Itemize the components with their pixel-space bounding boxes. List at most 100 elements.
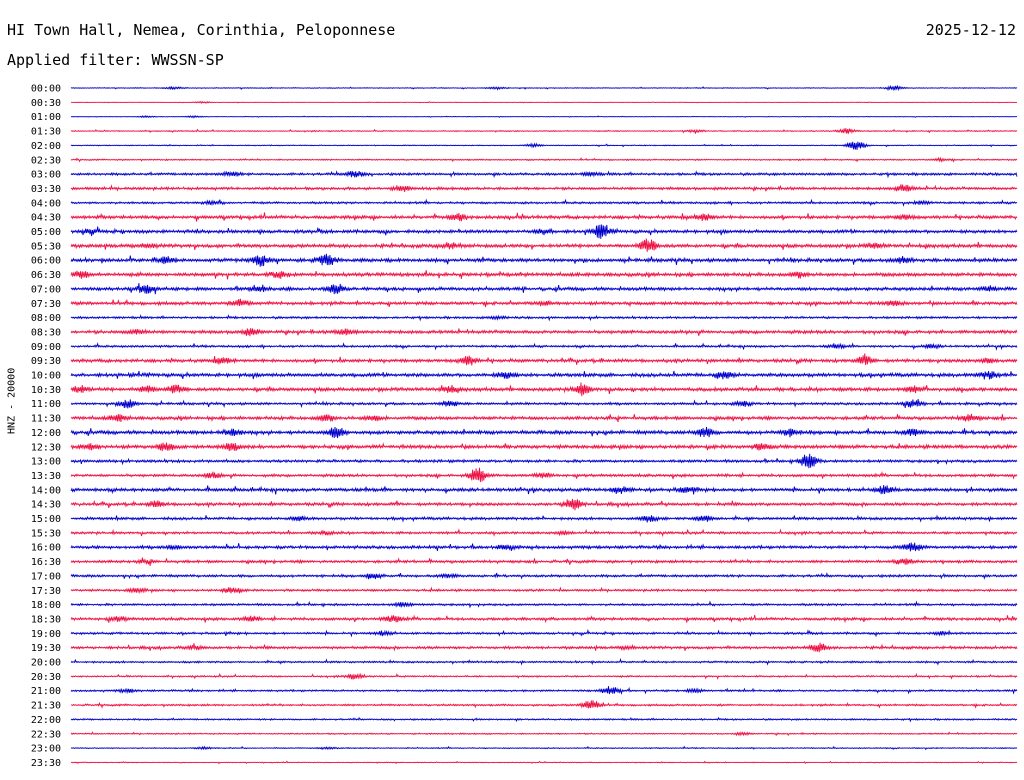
seismogram-trace [70,672,1018,680]
time-tick-label: 19:30 [31,643,61,654]
seismogram-trace [70,657,1018,666]
seismogram-trace [70,614,1018,624]
time-tick-label: 03:30 [31,184,61,195]
seismogram-trace [70,353,1018,366]
seismogram-trace [70,642,1018,653]
seismogram-trace [70,253,1018,267]
seismogram-trace [70,184,1018,192]
time-tick-label: 16:30 [31,557,61,568]
time-tick-label: 08:00 [31,313,61,324]
seismogram-trace [70,453,1018,469]
time-tick-label: 15:30 [31,528,61,539]
seismogram-trace [70,270,1018,280]
time-tick-label: 18:30 [31,614,61,625]
time-tick-label: 22:00 [31,715,61,726]
time-tick-label: 13:30 [31,471,61,482]
seismogram-trace [70,426,1018,439]
seismogram-trace [70,716,1018,723]
time-tick-label: 13:00 [31,457,61,468]
seismogram-trace [70,100,1018,105]
seismogram-trace [70,141,1018,150]
seismogram-trace [70,745,1018,751]
time-tick-label: 11:00 [31,399,61,410]
seismogram-trace [70,628,1018,638]
seismogram-trace [70,114,1018,119]
seismogram-trace [70,128,1018,135]
station-title: HI Town Hall, Nemea, Corinthia, Peloponn… [7,21,396,39]
time-tick-label: 06:30 [31,270,61,281]
seismogram-trace [70,283,1018,295]
time-tick-label: 12:30 [31,442,61,453]
time-tick-label: 05:30 [31,241,61,252]
seismogram-trace [70,485,1018,495]
time-tick-label: 23:00 [31,744,61,755]
time-tick-label: 15:00 [31,514,61,525]
time-tick-label: 00:00 [31,84,61,95]
time-tick-label: 02:00 [31,141,61,152]
time-tick-label: 16:00 [31,543,61,554]
time-tick-label: 07:00 [31,284,61,295]
time-tick-label: 08:30 [31,327,61,338]
time-tick-label: 18:00 [31,600,61,611]
time-tick-label: 10:00 [31,371,61,382]
seismogram-trace [70,686,1018,696]
time-tick-label: 06:00 [31,256,61,267]
seismogram-trace [70,557,1018,567]
seismogram-trace [70,298,1018,308]
seismogram-trace [70,398,1018,409]
seismogram-trace [70,467,1018,483]
time-tick-label: 23:30 [31,758,61,769]
seismogram-trace [70,571,1018,580]
seismogram-trace [70,542,1018,552]
seismogram-trace [70,413,1018,423]
time-tick-label: 14:30 [31,500,61,511]
seismogram-trace [70,498,1018,511]
seismogram-trace [70,342,1018,351]
time-tick-label: 11:30 [31,414,61,425]
seismogram-trace [70,156,1018,163]
time-tick-label: 20:30 [31,672,61,683]
time-tick-label: 01:00 [31,112,61,123]
seismogram-trace [70,731,1018,737]
seismogram-trace [70,328,1018,337]
seismogram-trace [70,600,1018,609]
time-tick-label: 14:00 [31,485,61,496]
time-tick-label: 09:00 [31,342,61,353]
time-tick-label: 21:00 [31,686,61,697]
time-tick-label: 17:30 [31,586,61,597]
seismogram-trace [70,224,1018,239]
seismogram-trace [70,238,1018,252]
time-tick-label: 01:30 [31,127,61,138]
seismogram-trace [70,314,1018,322]
time-tick-label: 05:00 [31,227,61,238]
seismogram-trace [70,382,1018,397]
time-tick-label: 03:00 [31,170,61,181]
seismogram-trace [70,700,1018,709]
time-tick-label: 09:30 [31,356,61,367]
seismogram-trace [70,442,1018,452]
seismogram-trace [70,84,1018,92]
time-tick-label: 22:30 [31,729,61,740]
time-tick-label: 04:30 [31,213,61,224]
seismogram-trace [70,198,1018,207]
filter-label: Applied filter: WWSSN-SP [7,51,224,69]
seismogram-trace [70,514,1018,523]
seismogram-trace [70,170,1018,179]
time-tick-label: 07:30 [31,299,61,310]
time-tick-label: 10:30 [31,385,61,396]
time-tick-label: 04:00 [31,198,61,209]
time-tick-label: 20:00 [31,658,61,669]
time-tick-label: 19:00 [31,629,61,640]
time-tick-label: 17:00 [31,571,61,582]
seismogram-trace [70,528,1018,538]
time-tick-label: 02:30 [31,155,61,166]
seismogram-trace [70,370,1018,380]
time-tick-label: 21:30 [31,701,61,712]
time-tick-label: 00:30 [31,98,61,109]
seismogram-trace [70,760,1018,765]
date-label: 2025-12-12 [925,21,1016,39]
time-tick-label: 12:00 [31,428,61,439]
seismogram-trace [70,586,1018,595]
seismogram-trace [70,212,1018,222]
